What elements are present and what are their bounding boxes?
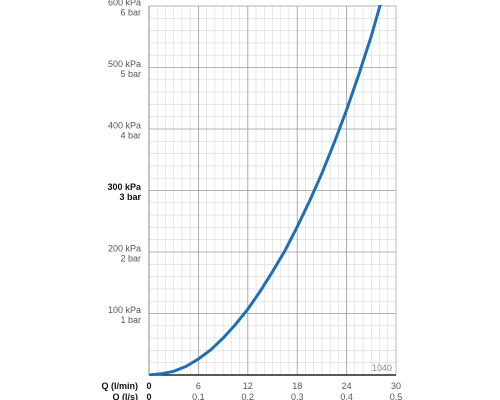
x-tick-label-lmin: 24 xyxy=(342,381,352,391)
x-axis-title-lmin: Q (l/min) xyxy=(102,381,139,391)
x-tick-label-lmin: 6 xyxy=(196,381,201,391)
y-tick-label-bar: 5 bar xyxy=(120,69,141,79)
pressure-loss-curve xyxy=(149,5,382,376)
x-tick-label-ls: 0 xyxy=(146,392,151,400)
y-tick-label-kpa: 200 kPa xyxy=(108,244,141,254)
y-tick-label-kpa: 600 kPa xyxy=(108,0,141,8)
y-tick-label-bar: 1 bar xyxy=(120,315,141,325)
x-tick-label-ls: 0.1 xyxy=(192,392,205,400)
y-tick-label-bar: 6 bar xyxy=(120,8,141,18)
x-tick-label-lmin: 30 xyxy=(391,381,401,391)
x-tick-label-lmin: 12 xyxy=(243,381,253,391)
x-tick-label-lmin: 18 xyxy=(292,381,302,391)
y-tick-label-bar: 3 bar xyxy=(119,192,141,202)
x-tick-label-lmin: 0 xyxy=(146,381,151,391)
y-tick-label-bar: 2 bar xyxy=(120,254,141,264)
y-tick-label-bar: 4 bar xyxy=(120,131,141,141)
x-tick-label-ls: 0.3 xyxy=(291,392,304,400)
y-tick-label-kpa: 400 kPa xyxy=(108,121,141,131)
y-tick-label-kpa: 300 kPa xyxy=(107,182,142,192)
chart-code-label: 1040 xyxy=(372,363,392,373)
x-axis-title-ls: Q (l/s) xyxy=(112,392,138,400)
x-tick-label-ls: 0.5 xyxy=(390,392,403,400)
x-tick-label-ls: 0.4 xyxy=(340,392,353,400)
y-tick-label-kpa: 100 kPa xyxy=(108,305,141,315)
x-tick-label-ls: 0.2 xyxy=(242,392,255,400)
y-tick-label-kpa: 500 kPa xyxy=(108,59,141,69)
